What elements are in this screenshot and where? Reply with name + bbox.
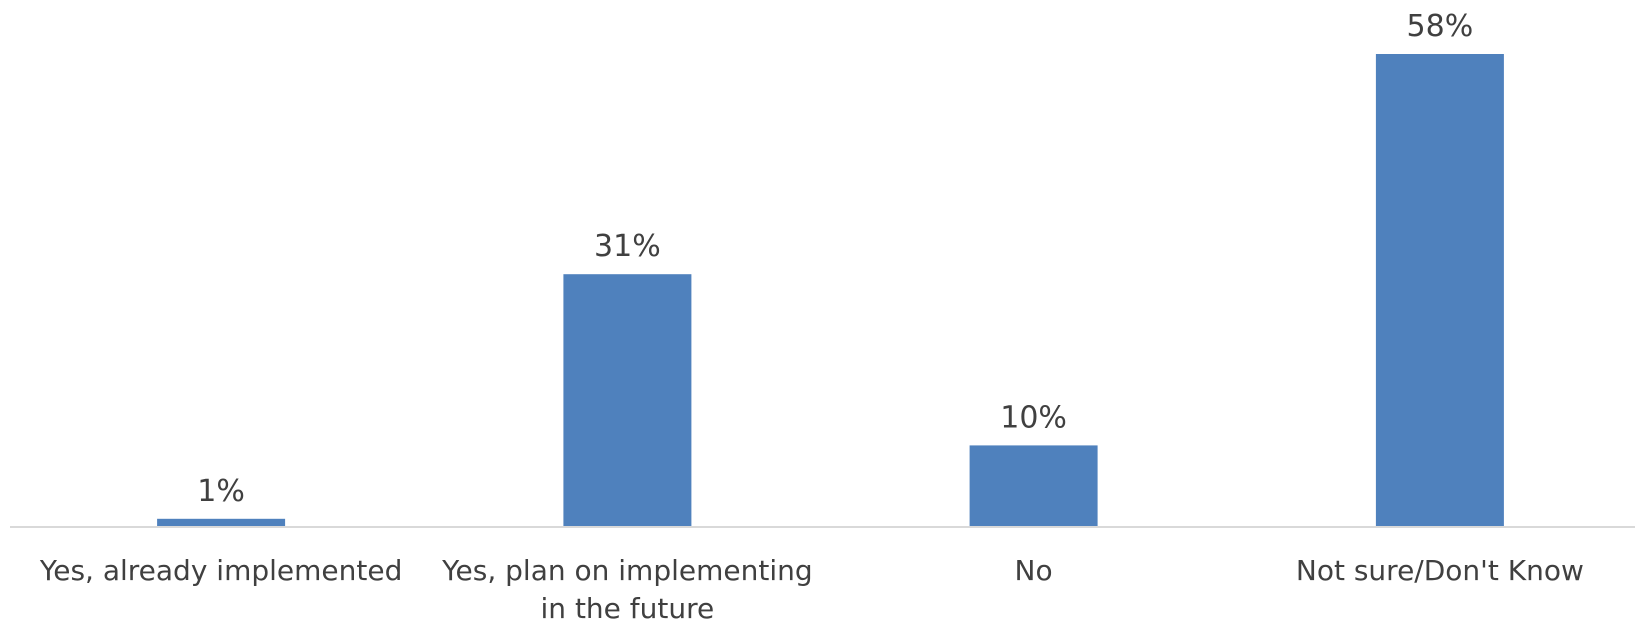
bar-0 [157,518,286,527]
data-label-2: 10% [1000,400,1067,435]
data-label-1: 31% [594,229,661,264]
category-label-1-line-0: Yes, plan on implementing [441,554,813,587]
category-label-2: No [1015,554,1053,587]
bar-1 [563,274,692,527]
data-label-0: 1% [197,474,245,509]
value-labels-group: 1% 31% 10% 58% [197,9,1473,509]
bar-3 [1375,54,1504,527]
data-label-3: 58% [1407,9,1474,44]
category-label-1-line-1: in the future [541,592,715,623]
category-label-0: Yes, already implemented [39,554,403,587]
category-labels-group: Yes, already implemented Yes, plan on imp… [39,554,1584,623]
bars-group [157,54,1504,527]
category-label-3: Not sure/Don't Know [1296,554,1584,587]
bar-2 [969,445,1098,527]
